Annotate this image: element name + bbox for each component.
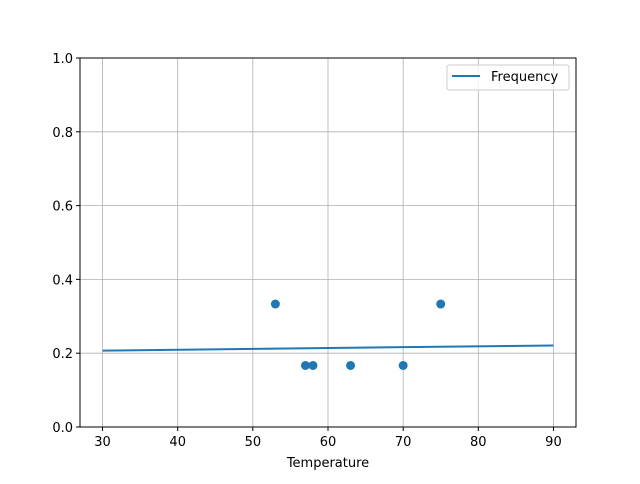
frequency-line <box>102 344 554 352</box>
scatter-point <box>398 360 408 370</box>
scatter-point <box>308 360 318 370</box>
x-tick-label: 40 <box>169 435 186 450</box>
legend: Frequency <box>446 64 570 91</box>
y-tick-label: 1.0 <box>52 52 73 67</box>
y-tick-label: 0.2 <box>52 347 73 362</box>
legend-label: Frequency <box>491 70 558 85</box>
x-tick-label: 70 <box>395 435 412 450</box>
grid <box>80 57 576 428</box>
x-tick-label: 30 <box>94 435 111 450</box>
scatter-point <box>270 299 280 309</box>
x-tick-label: 90 <box>545 435 562 450</box>
y-tick-label: 0.8 <box>52 126 73 141</box>
x-tick-label: 80 <box>470 435 487 450</box>
y-tick-label: 0.6 <box>52 200 73 215</box>
scatter-point <box>346 360 356 370</box>
x-axis-label: Temperature <box>286 456 369 471</box>
y-tick-label: 0.0 <box>52 421 73 436</box>
x-tick-label: 50 <box>245 435 262 450</box>
x-tick-label: 60 <box>320 435 337 450</box>
plot-marks <box>102 299 554 370</box>
scatter-point <box>436 299 446 309</box>
ticks: 30 40 50 60 70 80 90 0.0 0.2 0.4 0.6 0.8 1.0 <box>52 52 561 450</box>
scatter-point <box>300 360 310 370</box>
y-tick-label: 0.4 <box>52 273 73 288</box>
